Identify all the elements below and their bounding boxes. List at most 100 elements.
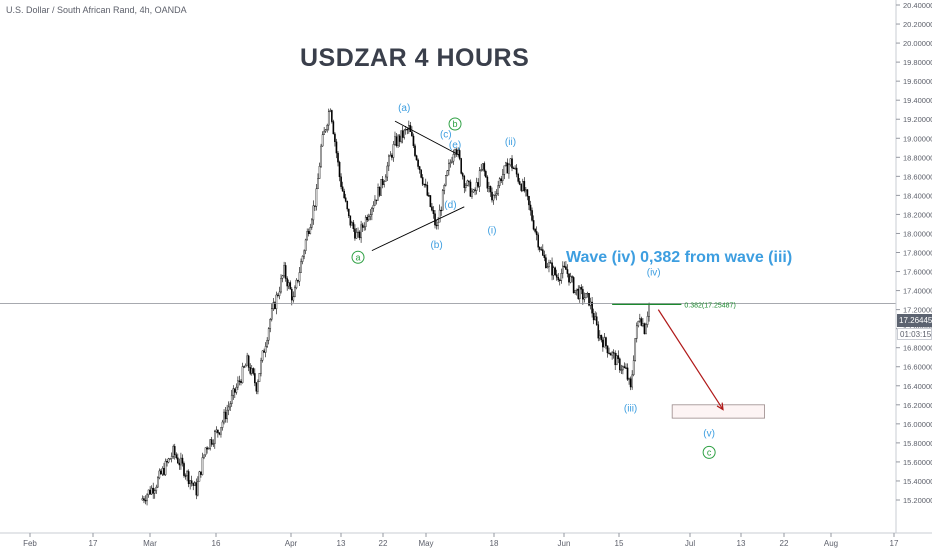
candle-body — [374, 199, 376, 206]
candle-body — [394, 136, 396, 145]
candle-body — [595, 316, 598, 325]
candle-body — [386, 165, 389, 178]
candle-body — [277, 294, 279, 296]
candle-body — [377, 187, 379, 201]
candle-body — [153, 490, 156, 494]
candle-body — [318, 165, 321, 179]
labels-layer: a (a) (b) (c)b (d) (e) (ii) (i) (iv) (iii) (v) c — [351, 103, 716, 459]
candle-body — [586, 293, 589, 295]
candle-body — [543, 255, 546, 258]
x-tick-label: 16 — [212, 539, 221, 548]
candle-body — [244, 365, 247, 368]
candle-body — [368, 216, 370, 221]
candle-body — [388, 155, 390, 167]
wave-label-c: c — [707, 447, 712, 457]
candle-body — [334, 133, 336, 143]
y-tick-label: 20.40000 — [903, 1, 932, 10]
y-tick-label: 16.40000 — [903, 382, 932, 391]
y-tick-label: 16.20000 — [903, 401, 932, 410]
x-tick-label: Jul — [685, 539, 695, 548]
candle-body — [522, 181, 524, 191]
candle-body — [645, 324, 647, 335]
x-tick-label: 18 — [490, 539, 499, 548]
candle-body — [458, 150, 461, 159]
candle-body — [267, 328, 270, 341]
candle-body — [552, 267, 555, 276]
candle-body — [227, 406, 230, 411]
candle-body — [272, 302, 275, 309]
candle-body — [398, 135, 401, 142]
candle-body — [363, 226, 365, 228]
candle-body — [144, 500, 147, 502]
candle-body — [178, 462, 181, 466]
candle-body — [332, 121, 335, 135]
candle-body — [263, 350, 265, 353]
candle-body — [538, 246, 541, 250]
candle-body — [203, 454, 205, 458]
candle-body — [563, 265, 566, 268]
candle-body — [637, 320, 640, 327]
candle-body — [417, 159, 419, 167]
y-tick-label: 17.80000 — [903, 249, 932, 258]
wave-label: (e) — [449, 140, 461, 151]
candle-body — [389, 154, 392, 157]
candle-body — [548, 262, 550, 268]
candle-body — [347, 208, 350, 216]
candle-body — [391, 154, 393, 158]
candle-body — [549, 262, 552, 264]
candle-body — [574, 290, 576, 294]
candle-body — [358, 231, 361, 239]
candle-body — [217, 429, 219, 433]
candle-body — [397, 135, 399, 146]
candle-body — [381, 179, 384, 185]
candle-body — [423, 183, 426, 186]
fib-level-label: 0.382(17.25487) — [684, 302, 735, 309]
candle-body — [648, 303, 650, 317]
projection-arrow-line — [657, 309, 724, 410]
candle-body — [403, 129, 406, 138]
x-tick-label: 15 — [615, 539, 624, 548]
candle-body — [406, 129, 409, 131]
candle-body — [295, 279, 298, 289]
candle-body — [344, 197, 347, 202]
candle-body — [489, 186, 492, 193]
candle-body — [411, 131, 413, 137]
candle-body — [520, 184, 523, 191]
candle-body — [443, 185, 446, 191]
candle-body — [475, 182, 478, 191]
candle-body — [173, 446, 176, 456]
candle-body — [440, 209, 442, 212]
candle-body — [306, 231, 309, 241]
candle-body — [164, 460, 167, 475]
candle-body — [297, 279, 299, 282]
candle-body — [252, 368, 255, 374]
candle-body — [303, 250, 305, 257]
chart-title: USDZAR 4 HOURS — [300, 44, 530, 72]
candle-body — [291, 288, 293, 301]
candle-body — [446, 170, 449, 176]
candle-body — [186, 471, 188, 476]
candle-body — [529, 204, 532, 211]
candle-body — [461, 173, 464, 177]
candle-body — [588, 293, 590, 306]
candle-body — [642, 323, 644, 326]
candle-body — [602, 339, 604, 348]
candle-body — [235, 386, 238, 393]
candle-body — [198, 471, 201, 482]
candle-body — [258, 373, 261, 382]
x-tick-label: Feb — [23, 539, 37, 548]
candle-body — [415, 155, 418, 161]
candle-body — [503, 165, 506, 175]
candle-body — [147, 489, 150, 496]
wave-label: (i) — [488, 226, 497, 237]
candle-body — [555, 274, 558, 278]
candle-body — [454, 149, 456, 155]
candle-body — [177, 457, 179, 464]
y-tick-label: 16.00000 — [903, 420, 932, 429]
candle-body — [175, 454, 178, 459]
candle-body — [240, 381, 242, 383]
candle-body — [274, 302, 276, 309]
x-tick-label: Aug — [824, 539, 838, 548]
